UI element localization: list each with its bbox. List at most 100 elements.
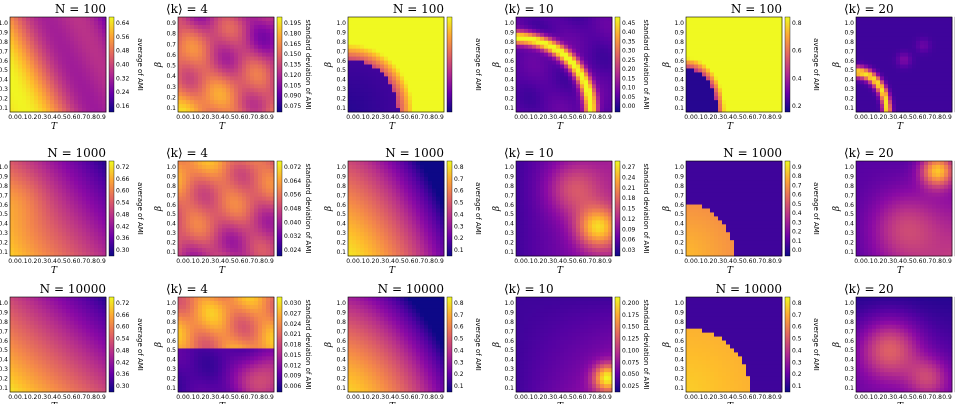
- heatmap-cell: [38, 108, 43, 113]
- heatmap-cell: [592, 68, 597, 73]
- heatmap-cell: [580, 52, 585, 57]
- heatmap-cell: [250, 216, 255, 221]
- heatmap-cell: [734, 104, 739, 109]
- heatmap-cell: [238, 44, 243, 50]
- heatmap-cell: [432, 80, 437, 85]
- heatmap-cell: [266, 56, 271, 61]
- heatmap-cell: [920, 72, 925, 77]
- heatmap-cell: [774, 68, 779, 73]
- heatmap-cell: [404, 100, 409, 105]
- heatmap-cell: [770, 36, 775, 42]
- heatmap-cell: [368, 92, 373, 97]
- heatmap-cell: [266, 220, 271, 225]
- heatmap-cell: [222, 60, 227, 65]
- heatmap-cell: [440, 96, 445, 101]
- heatmap-cell: [940, 32, 945, 38]
- heatmap-cell: [420, 60, 425, 65]
- heatmap-cell: [880, 48, 885, 54]
- heatmap-cell: [190, 68, 195, 73]
- heatmap-cell: [388, 60, 393, 65]
- heatmap-cell: [584, 48, 589, 54]
- heatmap-cell: [26, 100, 31, 105]
- heatmap-cell: [86, 80, 91, 85]
- heatmap-cell: [42, 252, 47, 257]
- heatmap-cell: [198, 220, 203, 225]
- heatmap-cell: [408, 32, 413, 38]
- heatmap-cell: [604, 44, 609, 50]
- heatmap-cell: [62, 108, 67, 113]
- heatmap-cell: [38, 236, 43, 241]
- heatmap-cell: [932, 64, 937, 69]
- heatmap-cell: [436, 68, 441, 73]
- heatmap-cell: [194, 232, 199, 237]
- heatmap-cell: [50, 100, 55, 105]
- heatmap-cell: [178, 196, 183, 201]
- heatmap-cell: [856, 88, 861, 93]
- heatmap-cell: [194, 68, 199, 73]
- heatmap-cell: [190, 200, 195, 205]
- heatmap-cell: [82, 192, 87, 198]
- heatmap-cell: [364, 196, 369, 201]
- heatmap-cell: [46, 192, 51, 198]
- heatmap-cell: [54, 204, 59, 209]
- heatmap-cell: [356, 240, 361, 245]
- heatmap-cell: [400, 60, 405, 65]
- heatmap-cell: [856, 68, 861, 73]
- heatmap-cell: [262, 176, 267, 182]
- heatmap-cell: [892, 36, 897, 42]
- heatmap-cell: [564, 48, 569, 54]
- heatmap-cell: [738, 104, 743, 109]
- heatmap-cell: [190, 164, 195, 170]
- heatmap-cell: [596, 96, 601, 101]
- heatmap-cell: [222, 184, 227, 190]
- heatmap-cell: [266, 240, 271, 245]
- heatmap-cell: [214, 252, 219, 257]
- heatmap-cell: [22, 32, 27, 38]
- heatmap-cell: [520, 24, 525, 30]
- heatmap-cell: [206, 204, 211, 209]
- heatmap-cell: [356, 236, 361, 241]
- x-tick-label: 0.7: [415, 114, 425, 121]
- heatmap-cell: [210, 80, 215, 85]
- heatmap-cell: [596, 36, 601, 42]
- heatmap-cell: [750, 68, 755, 73]
- heatmap-cell: [916, 44, 921, 50]
- heatmap-cell: [706, 60, 711, 65]
- heatmap-cell: [230, 76, 235, 81]
- heatmap-cell: [360, 52, 365, 57]
- heatmap-cell: [54, 244, 59, 249]
- heatmap-cell: [270, 232, 275, 237]
- y-tick-label: 1.0: [0, 20, 8, 27]
- heatmap-cell: [242, 188, 247, 194]
- heatmap-cell: [864, 52, 869, 57]
- heatmap-cell: [190, 248, 195, 253]
- heatmap-cell: [186, 20, 191, 26]
- heatmap-cell: [408, 72, 413, 77]
- heatmap-cell: [78, 88, 83, 93]
- heatmap-cell: [30, 60, 35, 65]
- heatmap-cell: [690, 64, 695, 69]
- heatmap-cell: [222, 52, 227, 57]
- heatmap-cell: [182, 108, 187, 113]
- heatmap-cell: [194, 24, 199, 30]
- x-tick-label: 0.7: [923, 114, 933, 121]
- heatmap-cell: [98, 224, 103, 229]
- heatmap-cell: [750, 48, 755, 54]
- heatmap-cell: [404, 56, 409, 61]
- heatmap-cell: [218, 68, 223, 73]
- heatmap-cell: [726, 92, 731, 97]
- heatmap-cell: [198, 180, 203, 186]
- heatmap-cell: [404, 17, 409, 22]
- heatmap-cell: [230, 80, 235, 85]
- heatmap-cell: [58, 24, 63, 30]
- heatmap-cell: [86, 220, 91, 225]
- heatmap-cell: [432, 17, 437, 22]
- heatmap-cell: [18, 208, 23, 213]
- heatmap-cell: [356, 100, 361, 105]
- heatmap-cell: [250, 92, 255, 97]
- heatmap-cell: [924, 96, 929, 101]
- heatmap-cell: [86, 108, 91, 113]
- heatmap-cell: [178, 172, 183, 178]
- heatmap-cell: [352, 76, 357, 81]
- heatmap-cell: [34, 84, 39, 89]
